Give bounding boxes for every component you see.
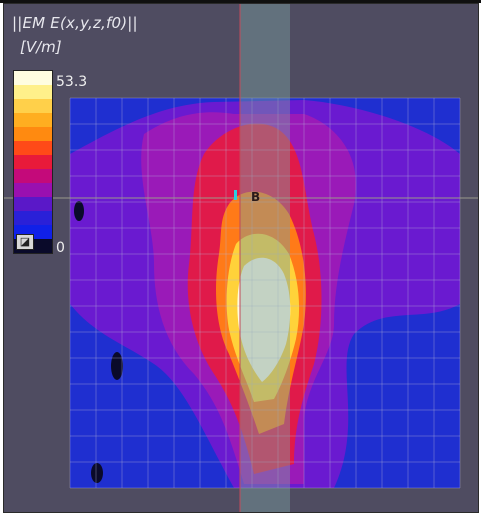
colorbar-min-label: 0 <box>56 240 65 256</box>
field-spot <box>91 463 103 483</box>
field-viewer[interactable]: ||EM E(x,y,z,f0)|| [V/m] 53.3 0 ◪ B <box>3 3 479 513</box>
field-title: ||EM E(x,y,z,f0)|| <box>12 14 138 32</box>
colorbar-segment <box>14 85 52 99</box>
colorbar-segment <box>14 155 52 169</box>
colorbar-segment <box>14 169 52 183</box>
colorbar-segment <box>14 197 52 211</box>
colorbar-segment <box>14 127 52 141</box>
colorbar-segment <box>14 99 52 113</box>
field-region-peak <box>237 257 291 382</box>
colorbar-segment <box>14 113 52 127</box>
field-map[interactable] <box>4 4 478 512</box>
scale-toggle-icon[interactable]: ◪ <box>16 234 34 250</box>
colorbar-segment <box>14 183 52 197</box>
colorbar-segment <box>14 71 52 85</box>
top-border <box>0 0 481 3</box>
field-spot <box>111 352 123 380</box>
colorbar-segment <box>14 141 52 155</box>
slice-band <box>240 4 290 512</box>
grid-lines <box>69 97 461 489</box>
field-spot <box>74 201 84 221</box>
probe-marker[interactable]: B <box>251 190 261 204</box>
unit-label: [V/m] <box>20 38 62 56</box>
colorbar <box>13 70 53 254</box>
colorbar-max-label: 53.3 <box>56 74 88 90</box>
crosshair-marker <box>234 190 237 200</box>
colorbar-segment <box>14 211 52 225</box>
